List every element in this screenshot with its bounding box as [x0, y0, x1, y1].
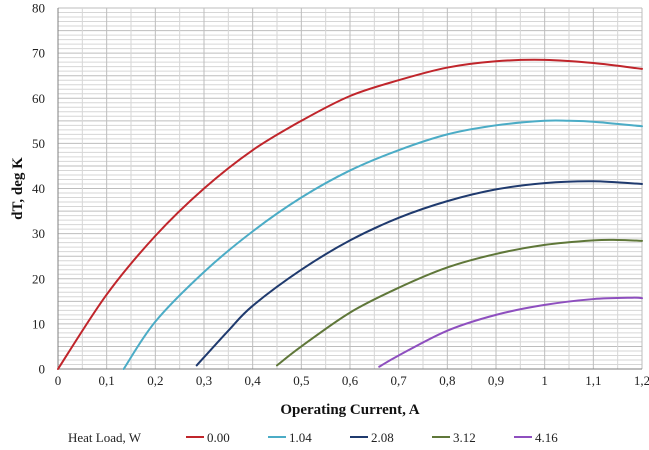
x-tick-label: 0,1: [99, 373, 115, 388]
axes: [57, 8, 642, 370]
grid: [58, 7, 643, 369]
tick-labels: 0 0,1 0,2 0,3 0,4 0,5 0,6 0,7 0,8 0,9 1 1,1 1,2 0 10 20…: [32, 1, 649, 389]
series-lines: [57, 58, 643, 370]
x-tick-label: 1: [541, 373, 548, 388]
x-tick-label: 0,4: [245, 373, 262, 388]
y-tick-label: 50: [32, 136, 45, 151]
x-tick-label: 0: [55, 373, 62, 388]
series-line-0: [57, 58, 643, 370]
y-tick-label: 40: [32, 181, 45, 196]
x-tick-label: 0,9: [488, 373, 504, 388]
y-tick-label: 0: [39, 362, 46, 377]
y-tick-label: 60: [32, 91, 45, 106]
legend-title: Heat Load, W: [68, 430, 142, 445]
legend-entry-label: 1.04: [289, 430, 312, 445]
y-tick-label: 80: [32, 1, 45, 16]
series-line-1: [122, 119, 643, 370]
y-tick-label: 10: [32, 316, 45, 331]
x-axis-title: Operating Current, A: [280, 402, 419, 418]
x-tick-label: 0,8: [439, 373, 455, 388]
legend-entry-label: 4.16: [535, 430, 558, 445]
legend-entry-label: 0.00: [207, 430, 230, 445]
x-tick-label: 0,5: [293, 373, 309, 388]
x-tick-label: 1,1: [585, 373, 601, 388]
legend-entry-label: 3.12: [453, 430, 476, 445]
series-line-3: [276, 238, 643, 367]
legend-entry-label: 2.08: [371, 430, 394, 445]
legend: Heat Load, W 0.00 1.04 2.08 3.12 4.16: [68, 430, 558, 445]
x-tick-label: 0,2: [147, 373, 163, 388]
series-line-2: [195, 180, 643, 367]
y-tick-label: 70: [32, 46, 45, 61]
x-tick-label: 0,7: [391, 373, 408, 388]
y-axis-title: dT, deg K: [10, 157, 26, 220]
y-tick-label: 20: [32, 271, 45, 286]
x-tick-label: 0,6: [342, 373, 359, 388]
y-tick-label: 30: [32, 226, 45, 241]
series-line-4: [378, 296, 643, 368]
x-tick-label: 0,3: [196, 373, 212, 388]
x-tick-label: 1,2: [634, 373, 649, 388]
